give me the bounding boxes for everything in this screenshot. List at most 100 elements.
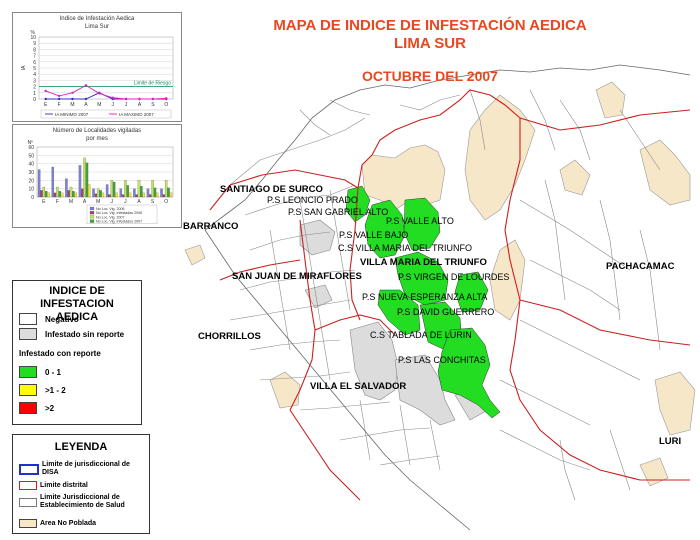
chart2-bar: [153, 187, 157, 198]
swatch-sin-reporte: [19, 328, 37, 340]
legend-indice: INDICE DE INFESTACION AEDICA Negativo In…: [12, 280, 142, 425]
swatch-red: [19, 402, 37, 414]
chart1-xtick-label: M: [70, 102, 74, 108]
label-ps-virgen-de-lourdes: P.S VIRGEN DE LOURDES: [398, 272, 510, 282]
chart1-point: [44, 89, 47, 93]
chart2-bar: [92, 188, 95, 198]
label-con-reporte: Infestado con reporte: [19, 349, 101, 358]
chart2-bar: [146, 188, 150, 198]
chart2-bar: [56, 186, 59, 198]
area-no-poblada: [559, 159, 591, 196]
zona-sin-reporte: [299, 219, 336, 256]
chart2-xtick-label: E: [42, 199, 46, 205]
chart2-ytick-label: 20: [28, 178, 34, 184]
chart2-bar: [110, 180, 114, 198]
label-disa: Limite de jurisdiccional de DISA: [42, 461, 130, 476]
chart1-ytick-label: 7: [33, 54, 36, 60]
label-establecimiento: Limite Jurisdiccional de Establecimiento…: [40, 494, 125, 509]
legend-main: LEYENDA Limite de jurisdiccional de DISA…: [12, 434, 150, 534]
chart2-bar: [108, 194, 111, 198]
legend-main-title: LEYENDA: [54, 441, 108, 453]
chart2-bar: [40, 190, 43, 198]
label-santiago-de-surco: SANTIAGO DE SURCO: [220, 184, 323, 195]
chart1-legend-box: [40, 109, 172, 119]
area-no-poblada-group: [184, 81, 696, 487]
chart2-bar: [85, 162, 89, 198]
label-r1: 0 - 1: [45, 367, 62, 377]
chart1-ytick-label: 8: [33, 47, 36, 53]
chart1-yunit: %: [31, 30, 36, 36]
chart1-legend-label: IA MAXIMO 2007: [119, 112, 154, 117]
chart1-point: [138, 97, 141, 101]
chart2-ytick-label: 0: [31, 195, 34, 201]
chart1-legend-label: IA MINIMO 2007: [55, 112, 89, 117]
area-no-poblada: [639, 139, 691, 206]
area-no-poblada: [595, 81, 626, 119]
chart1-point: [111, 96, 114, 99]
legend-row-distrital: Limite distrital: [19, 481, 88, 490]
chart2-bar: [99, 190, 102, 198]
label-ps-david-guerrero: P.S DAVID GUERRERO: [397, 307, 495, 317]
chart2-bar: [160, 188, 163, 198]
chart2-bar: [155, 192, 159, 198]
zona-positiva-0-1: [403, 197, 441, 251]
chart2-xtick-label: A: [137, 199, 141, 205]
swatch-negativo: [19, 313, 37, 325]
zona-sin-reporte: [349, 321, 399, 401]
chart1-point: [151, 97, 155, 101]
chart1-xtick-label: E: [44, 102, 48, 108]
label-sin-reporte: Infestado sin reporte: [45, 329, 125, 339]
chart2-bar: [47, 192, 50, 198]
zona-positiva-0-1: [345, 185, 371, 223]
chart2-title: Número de Localidades vigiladas: [52, 128, 142, 134]
chart1-point: [57, 97, 61, 101]
chart1-point: [124, 97, 128, 101]
label-cs-villa-maria-del-triunfo: C.S VILLA MARIA DEL TRIUNFO: [338, 243, 473, 253]
chart2-xtick-label: J: [124, 199, 127, 205]
chart2-bar: [44, 191, 48, 198]
limite-distrital: [209, 184, 231, 211]
label-distrital: Limite distrital: [40, 482, 88, 489]
chart2-bar: [105, 184, 109, 198]
chart1-ytick-label: 1: [33, 91, 36, 97]
chart2-bar: [101, 192, 105, 198]
legend-row-no-poblada: Area No Poblada: [19, 519, 96, 528]
swatch-distrital: [19, 481, 37, 490]
swatch-yellow: [19, 384, 37, 396]
zona-positiva-0-1: [377, 289, 421, 336]
swatch-no-poblada: [19, 519, 37, 528]
chart2-bar: [53, 192, 57, 198]
label-r2: >1 - 2: [45, 385, 66, 395]
chart1-point: [98, 92, 101, 95]
chart2-xtick-label: A: [83, 199, 87, 205]
label-cs-tablada-de-lurin: C.S TABLADA DE LURIN: [370, 330, 472, 340]
label-ps-las-conchitas: P.S LAS CONCHITAS: [398, 355, 486, 365]
chart2-legend-swatch: [89, 215, 95, 219]
label-ps-nueva-esperanza-alta: P.S NUEVA ESPERANZA ALTA: [362, 292, 488, 302]
chart2-bar: [42, 186, 46, 198]
chart2-bar: [126, 185, 129, 198]
coast-boundary: [204, 64, 691, 531]
chart2-legend-label: No Loc. Vig. 2006: [96, 207, 125, 211]
chart2-bar: [115, 192, 118, 198]
chart1-point: [57, 94, 61, 98]
chart2-bar: [142, 192, 145, 198]
chart2-bar: [133, 188, 136, 198]
zona-sin-reporte: [304, 284, 333, 309]
chart2-bar: [137, 180, 141, 198]
area-no-poblada: [361, 144, 446, 211]
legend-row-disa: Limite de jurisdiccional de DISA: [19, 461, 147, 477]
chart2-bar: [87, 184, 91, 198]
chart2-bar: [169, 192, 173, 198]
chart1-threshold-label: Limite de Riesgo: [134, 81, 171, 87]
label-chorrillos: CHORRILLOS: [198, 331, 261, 342]
chart1-point: [44, 97, 47, 101]
chart1-title: Indice de Infestación Aedica: [59, 16, 135, 22]
map-date: OCTUBRE DEL 2007: [362, 68, 498, 84]
label-pachacamac: PACHACAMAC: [606, 261, 675, 272]
limite-distrital-group: [209, 89, 691, 501]
area-no-poblada: [184, 244, 206, 266]
chart1-xtick-label: A: [84, 102, 88, 108]
